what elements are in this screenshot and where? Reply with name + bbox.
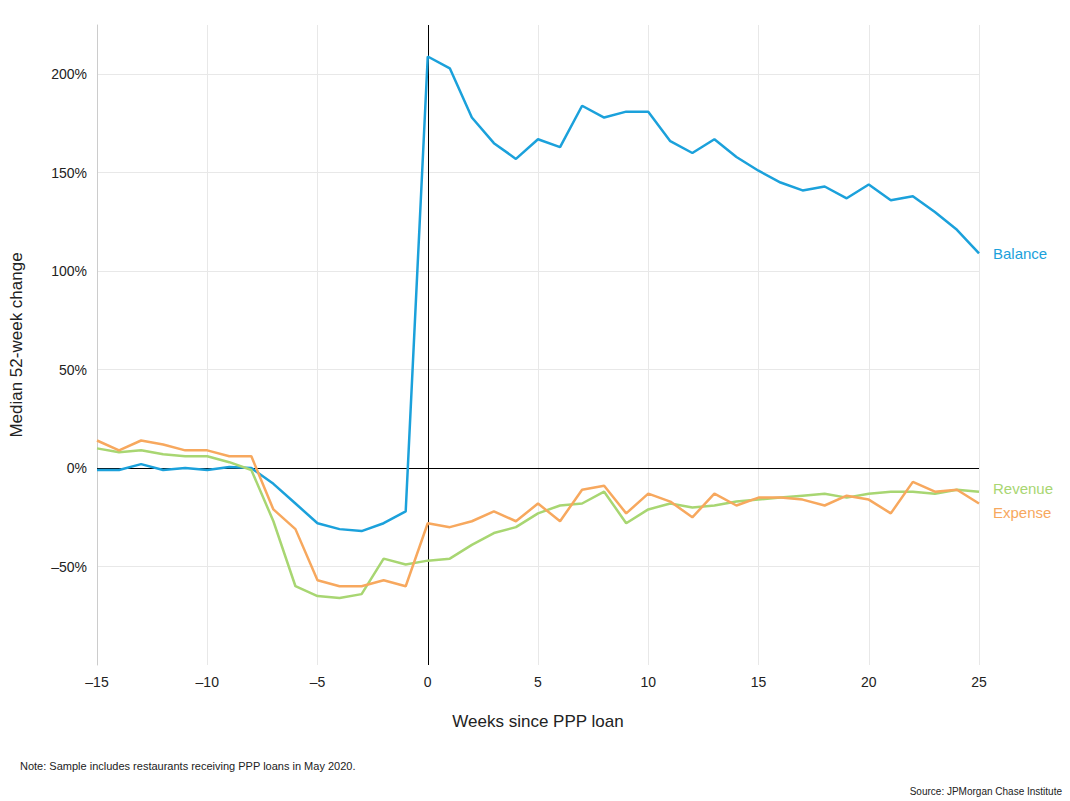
svg-text:Weeks since PPP loan: Weeks since PPP loan [452, 712, 623, 731]
svg-text:Note: Sample includes restaura: Note: Sample includes restaurants receiv… [20, 760, 355, 772]
svg-text:–5: –5 [310, 674, 326, 690]
svg-text:Expense: Expense [993, 504, 1051, 521]
svg-text:10: 10 [640, 674, 656, 690]
svg-text:–10: –10 [196, 674, 220, 690]
svg-text:20: 20 [861, 674, 877, 690]
svg-text:Revenue: Revenue [993, 480, 1053, 497]
svg-text:0%: 0% [67, 460, 87, 476]
svg-text:0: 0 [424, 674, 432, 690]
svg-text:15: 15 [751, 674, 767, 690]
svg-text:50%: 50% [59, 362, 87, 378]
svg-text:5: 5 [534, 674, 542, 690]
svg-text:–50%: –50% [51, 559, 87, 575]
svg-text:–15: –15 [85, 674, 109, 690]
svg-text:25: 25 [971, 674, 987, 690]
svg-text:Median 52-week change: Median 52-week change [7, 252, 26, 437]
svg-text:150%: 150% [51, 165, 87, 181]
svg-text:200%: 200% [51, 66, 87, 82]
svg-text:Source: JPMorgan Chase Institu: Source: JPMorgan Chase Institute [910, 786, 1063, 797]
svg-text:100%: 100% [51, 263, 87, 279]
svg-text:Balance: Balance [993, 245, 1047, 262]
